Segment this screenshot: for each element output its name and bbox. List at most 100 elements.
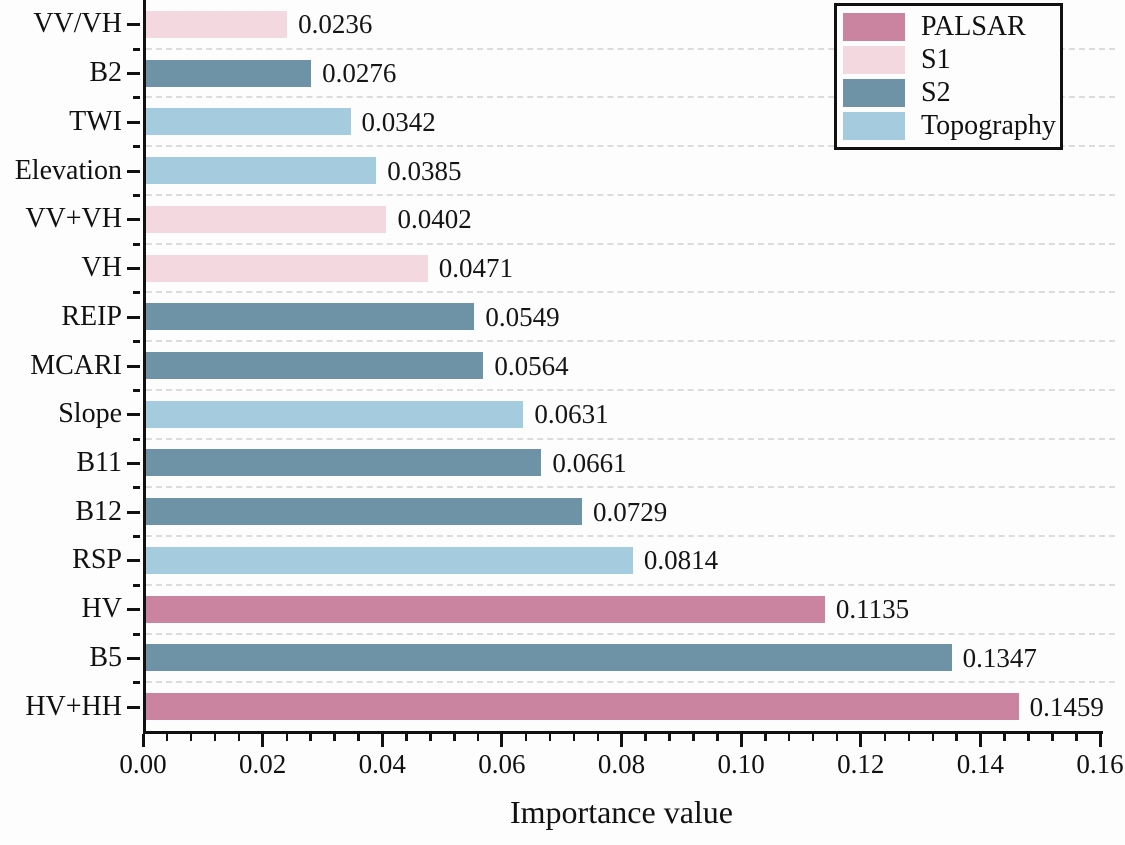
bar-hv — [146, 595, 825, 623]
y-axis-minor-tick — [133, 145, 140, 149]
category-label: TWI — [69, 105, 122, 137]
gridline — [146, 47, 1115, 50]
x-axis-minor-tick — [524, 734, 528, 741]
x-axis-tick-label: 0.02 — [239, 749, 287, 779]
legend-label: Topography — [921, 110, 1056, 141]
x-axis-major-tick — [1098, 734, 1102, 747]
legend: PALSAR S1 S2 Topography — [834, 3, 1063, 150]
legend-swatch-s2 — [843, 79, 905, 107]
y-axis-major-tick — [127, 559, 140, 563]
y-axis-minor-tick — [133, 340, 140, 344]
gridline — [146, 242, 1115, 245]
y-axis-major-tick — [127, 461, 140, 465]
legend-swatch-topography — [843, 112, 905, 140]
x-axis-minor-tick — [429, 734, 432, 741]
category-label: VH — [81, 252, 122, 284]
x-axis-minor-tick — [189, 734, 193, 741]
y-axis-minor-tick — [133, 632, 140, 636]
y-axis-minor-tick — [133, 437, 140, 441]
y-axis-major-tick — [127, 413, 140, 417]
legend-swatch-s1 — [843, 46, 905, 74]
bar-value-label: 0.1135 — [835, 594, 910, 625]
x-axis-tick-label: 0.12 — [837, 749, 885, 779]
category-label: Slope — [58, 398, 122, 430]
x-axis-tick-label: 0.14 — [956, 749, 1004, 779]
gridline — [146, 145, 1115, 148]
x-axis-title: Importance value — [510, 794, 733, 830]
category-label: B5 — [89, 641, 122, 673]
y-axis-major-tick — [127, 120, 140, 124]
x-axis-major-tick — [380, 734, 384, 747]
gridline — [146, 535, 1115, 538]
bar-b5 — [146, 644, 952, 672]
bar-value-label: 0.0236 — [298, 9, 373, 40]
y-axis-minor-tick — [133, 193, 140, 197]
bar-hv-hh — [146, 693, 1019, 721]
x-axis-tick-label: 0.06 — [478, 749, 526, 779]
x-axis-major-tick — [261, 734, 265, 747]
bar-value-label: 0.0814 — [643, 545, 719, 576]
x-axis-major-tick — [620, 734, 623, 747]
y-axis-major-tick — [127, 315, 140, 319]
bar-value-label: 0.0342 — [361, 106, 436, 137]
x-axis-minor-tick — [907, 734, 911, 741]
x-axis-minor-tick — [357, 734, 360, 741]
legend-label: S2 — [921, 77, 951, 108]
gridline — [146, 583, 1115, 586]
y-axis-minor-tick — [133, 535, 140, 539]
bar-mcari — [146, 352, 484, 379]
plot-area: 0.0236 0.0276 0.0342 0.0385 0.0402 0.0471 0.05… — [143, 0, 1115, 734]
x-axis-minor-tick — [453, 734, 456, 741]
bar-value-label: 0.0631 — [534, 399, 609, 430]
x-axis-minor-tick — [835, 734, 839, 741]
x-axis-major-tick — [141, 734, 145, 747]
bar-value-label: 0.0549 — [485, 301, 560, 332]
y-axis-major-tick — [127, 656, 140, 660]
category-label: B12 — [75, 495, 122, 527]
gridline — [146, 193, 1115, 196]
gridline — [146, 291, 1115, 294]
category-label: HV — [81, 593, 122, 625]
category-label: B2 — [89, 57, 122, 89]
gridline — [146, 340, 1115, 343]
y-axis-major-tick — [127, 267, 140, 271]
x-axis-tick-label: 0.00 — [119, 749, 167, 779]
y-axis-minor-tick — [133, 47, 140, 51]
bar-rsp — [146, 546, 633, 574]
y-axis-minor-tick — [133, 242, 140, 246]
y-axis-minor-tick — [133, 291, 140, 295]
y-axis-major-tick — [127, 608, 140, 612]
bar-value-label: 0.0276 — [322, 58, 397, 89]
bar-slope — [146, 400, 524, 428]
x-axis-major-tick — [978, 734, 982, 747]
y-axis-major-tick — [127, 72, 140, 76]
bar-b11 — [146, 449, 542, 477]
legend-item-topography: Topography — [843, 111, 1060, 141]
y-axis-major-tick — [127, 364, 140, 368]
y-axis-major-tick — [127, 705, 140, 709]
x-axis-minor-tick — [405, 734, 408, 741]
category-label: MCARI — [30, 349, 122, 381]
bar-value-label: 0.1459 — [1029, 691, 1104, 722]
y-axis-minor-tick — [133, 583, 140, 587]
gridline — [146, 388, 1115, 391]
x-axis-minor-tick — [931, 734, 935, 741]
x-axis-minor-tick — [165, 734, 169, 741]
x-axis-minor-tick — [237, 734, 241, 741]
gridline — [146, 437, 1115, 440]
x-axis-minor-tick — [811, 734, 815, 741]
category-label: RSP — [72, 544, 122, 576]
x-axis-minor-tick — [787, 734, 791, 741]
category-label: Elevation — [14, 154, 122, 186]
category-label: VV/VH — [33, 8, 122, 40]
x-axis-minor-tick — [764, 734, 767, 741]
bar-elevation — [146, 157, 377, 185]
x-axis-minor-tick — [285, 734, 289, 741]
x-axis-minor-tick — [883, 734, 887, 741]
x-axis-minor-tick — [1075, 734, 1078, 741]
bar-value-label: 0.1347 — [962, 642, 1037, 673]
bar-vh — [146, 254, 428, 282]
bar-vv-vh — [146, 10, 288, 38]
x-axis-minor-tick — [309, 734, 312, 741]
bar-reip — [146, 303, 475, 331]
